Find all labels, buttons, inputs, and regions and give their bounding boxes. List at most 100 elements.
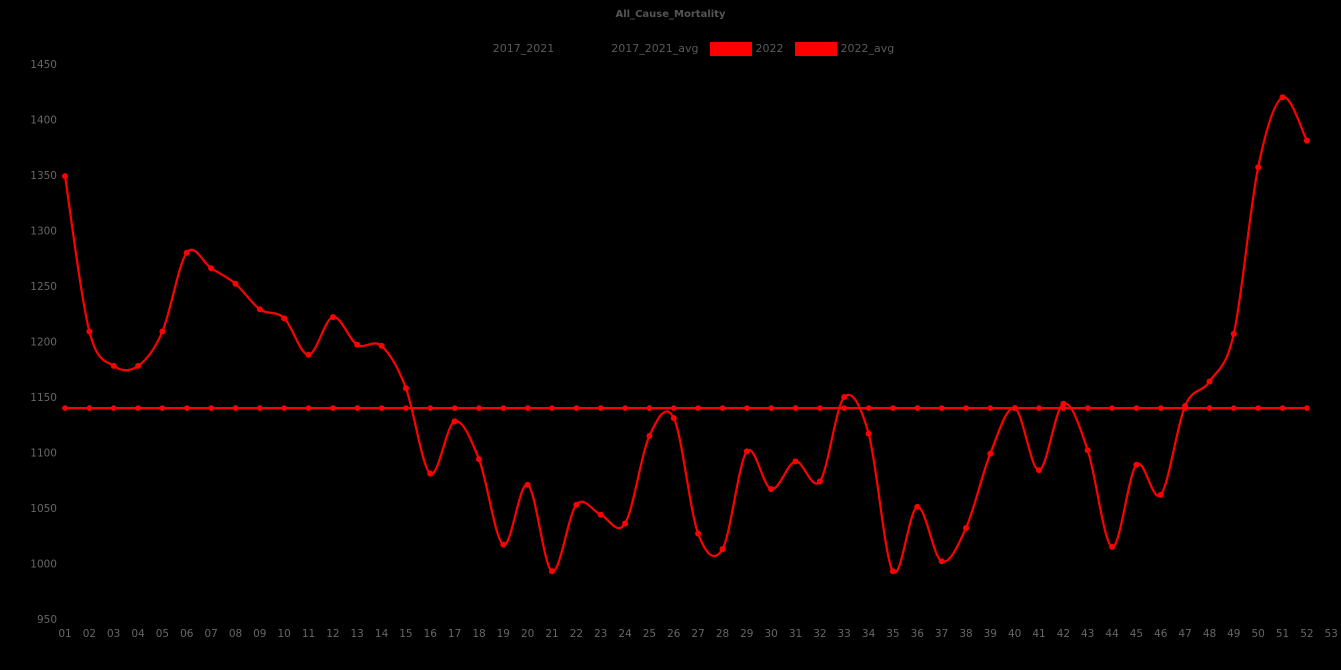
series-2022-avg-marker xyxy=(768,405,774,411)
series-2022-marker xyxy=(816,478,823,485)
series-2022-avg-marker xyxy=(987,405,994,411)
x-tick-label: 09 xyxy=(253,628,266,640)
x-tick-label: 47 xyxy=(1178,628,1191,640)
series-2022-marker xyxy=(743,448,750,455)
x-tick-label: 31 xyxy=(789,628,802,640)
x-tick-label: 23 xyxy=(594,628,607,640)
series-2022-marker xyxy=(1230,330,1237,337)
series-2022-avg-marker xyxy=(1158,405,1164,411)
x-tick-label: 53 xyxy=(1325,628,1338,640)
series-2022-marker xyxy=(159,328,166,335)
legend-label-2017-2021-avg: 2017_2021_avg xyxy=(611,42,699,55)
x-tick-label: 28 xyxy=(716,628,729,640)
series-2022-marker xyxy=(841,394,848,400)
series-2022-marker xyxy=(865,430,872,437)
series-2022-marker xyxy=(500,541,507,548)
series-2022-avg-marker xyxy=(865,405,872,411)
series-2022-avg-marker xyxy=(451,405,458,411)
series-2022-marker xyxy=(354,341,361,348)
x-tick-label: 51 xyxy=(1276,628,1289,640)
series-2022-avg-marker xyxy=(597,405,604,411)
x-tick-label: 30 xyxy=(765,628,778,640)
y-tick-label: 1350 xyxy=(30,170,57,182)
x-tick-label: 17 xyxy=(448,628,461,640)
x-tick-label: 06 xyxy=(180,628,194,640)
series-2022-avg-marker xyxy=(1231,405,1237,411)
x-tick-label: 26 xyxy=(667,628,681,640)
series-2022-marker xyxy=(549,568,555,575)
series-2022-avg-marker xyxy=(841,405,847,411)
series-2022-avg-marker xyxy=(938,405,945,411)
legend-swatch-2022-avg xyxy=(794,42,837,56)
series-2022-avg-marker xyxy=(1255,405,1261,411)
x-tick-label: 29 xyxy=(740,628,753,640)
series-2022-avg-marker xyxy=(476,405,482,411)
series-2022-avg-marker xyxy=(914,405,921,411)
series-2022-avg-marker xyxy=(622,405,628,411)
x-tick-label: 50 xyxy=(1252,628,1265,640)
series-2022-avg-marker xyxy=(524,405,531,411)
series-2022-marker xyxy=(1084,447,1091,454)
legend-label-2022-avg: 2022_avg xyxy=(840,42,895,55)
x-tick-label: 38 xyxy=(959,628,972,640)
series-2022-marker xyxy=(1133,461,1140,468)
x-tick-label: 39 xyxy=(984,628,997,640)
series-2022-avg-marker xyxy=(184,405,190,411)
legend-swatch-2022 xyxy=(709,42,752,56)
series-2022-marker xyxy=(62,173,68,180)
x-tick-label: 33 xyxy=(838,628,851,640)
series-2022-marker xyxy=(524,481,531,488)
series-2022-marker xyxy=(670,415,677,422)
legend-item-2022: 2022 xyxy=(709,42,784,56)
series-2022-avg-marker xyxy=(427,405,434,411)
series-2022-marker xyxy=(963,525,969,531)
x-tick-label: 40 xyxy=(1008,628,1021,640)
series-2022-avg-marker xyxy=(695,405,701,411)
legend: 2017_2021 2017_2021_avg 2022 2022_avg xyxy=(0,42,1341,56)
series-2022-marker xyxy=(938,558,945,565)
series-2022-avg-marker xyxy=(354,405,361,411)
y-tick-label: 1250 xyxy=(30,281,57,293)
x-tick-label: 16 xyxy=(424,628,438,640)
series-2022-avg-marker xyxy=(817,405,823,411)
legend-item-2022-avg: 2022_avg xyxy=(794,42,895,56)
y-tick-label: 950 xyxy=(37,614,57,626)
x-tick-label: 36 xyxy=(911,628,925,640)
series-2022-line xyxy=(63,96,1308,574)
series-2022-avg-marker xyxy=(257,405,263,411)
series-2022-avg-marker xyxy=(963,405,969,411)
series-2022-avg-marker xyxy=(671,405,677,411)
series-2022-marker xyxy=(646,432,653,439)
series-2022-avg-marker xyxy=(330,405,336,411)
y-tick-label: 1100 xyxy=(30,447,57,459)
series-2022-marker xyxy=(1303,137,1310,144)
series-2022-avg-marker xyxy=(62,405,68,411)
series-2022-marker xyxy=(1060,400,1067,407)
legend-item-2017-2021-avg: 2017_2021_avg xyxy=(565,42,699,56)
series-2022-marker xyxy=(719,546,726,553)
x-tick-label: 02 xyxy=(83,628,96,640)
x-tick-label: 52 xyxy=(1300,628,1313,640)
series-2022-avg-marker xyxy=(646,405,653,411)
series-2022-avg-marker xyxy=(1133,405,1140,411)
x-tick-label: 21 xyxy=(545,628,558,640)
x-tick-label: 15 xyxy=(399,628,412,640)
x-tick-label: 22 xyxy=(570,628,583,640)
series-2022-avg-marker xyxy=(1304,405,1310,411)
series-2022-marker xyxy=(1157,491,1164,498)
series-2022-avg-marker xyxy=(744,405,750,411)
x-tick-label: 04 xyxy=(131,628,145,640)
series-2022-marker xyxy=(208,265,215,272)
x-tick-label: 01 xyxy=(58,628,71,640)
series-2022-marker xyxy=(792,458,799,465)
series-2022-avg-marker xyxy=(403,405,409,411)
series-2022-marker xyxy=(889,568,896,575)
series-2022-avg-marker xyxy=(1036,405,1042,411)
y-tick-label: 1050 xyxy=(30,503,57,515)
series-2022-marker xyxy=(256,306,263,313)
series-2022-marker xyxy=(1036,467,1042,474)
series-2022-marker xyxy=(987,450,994,457)
series-2022-marker xyxy=(281,315,288,322)
